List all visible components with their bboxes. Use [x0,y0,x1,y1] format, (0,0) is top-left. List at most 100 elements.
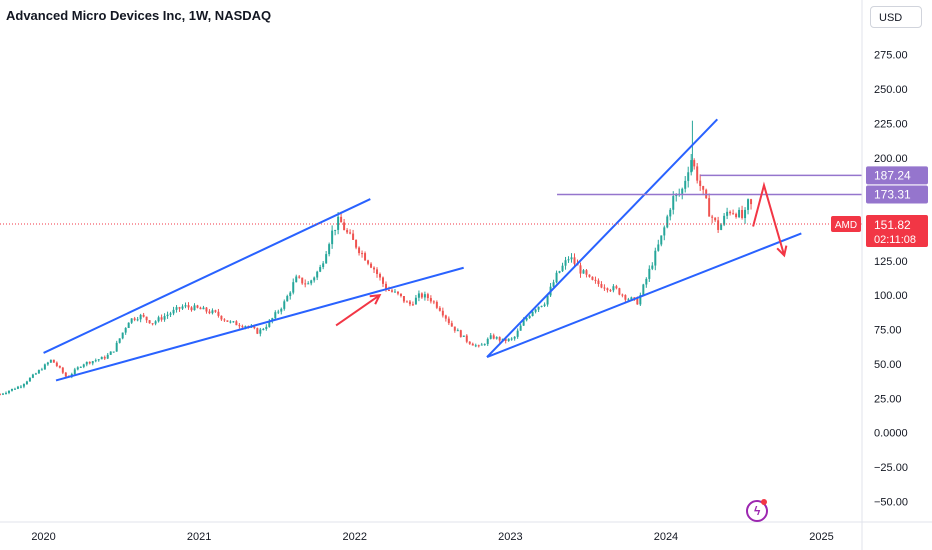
candle-body [88,361,91,364]
candle-body [540,305,543,307]
candle-body [609,290,612,292]
candle-body [729,211,732,214]
candle-body [417,293,420,298]
candle-body [456,330,459,332]
candle-body [178,307,181,309]
time-tick-label: 2024 [654,531,678,543]
candle-body [564,260,567,266]
price-tick-label: 0.0000 [874,428,908,440]
candle-body [364,253,367,261]
candle-body [370,263,373,268]
candle-body [337,216,340,230]
candle-body [441,310,444,316]
candle-body [606,288,609,291]
candle-body [259,329,262,334]
candle-body [495,337,498,339]
candle-body [663,227,666,236]
candle-body [157,317,160,322]
candle-body [531,311,534,316]
price-tick-label: 125.00 [874,256,908,268]
candle-body [217,311,220,316]
level-price-label: 173.31 [874,187,911,201]
candle-body [166,314,169,317]
candle-body [382,277,385,284]
candle-body [513,336,516,339]
candle-body [486,338,489,345]
candle-body [349,232,352,234]
candle-body [522,320,525,326]
candle-body [477,345,480,347]
channel-1-upper [43,198,371,354]
level-price-tag [866,185,928,204]
candle-body [543,304,546,306]
candle-body [367,260,370,264]
candle-body [292,282,295,293]
symbol-label: AMD [835,220,857,231]
candle-body [55,362,58,366]
candle-body [660,235,663,245]
candle-body [154,321,157,324]
candle-body [91,361,94,364]
candle-body [265,326,268,329]
candle-body [573,257,576,264]
candle-body [0,394,1,396]
candle-body [489,335,492,339]
candle-body [49,359,52,363]
candle-body [408,301,411,305]
candle-body [169,313,172,315]
candle-body [118,338,121,343]
candle-body [241,326,244,328]
candle-body [588,274,591,277]
candle-body [226,320,229,322]
candle-body [498,337,501,341]
candle-body [229,321,232,323]
tv-logo-icon: ϟ [746,499,768,522]
candle-body [163,316,166,320]
candle-body [654,250,657,266]
candle-body [519,325,522,331]
currency-button[interactable]: USD [870,6,922,28]
candle-body [331,230,334,245]
candle-body [693,160,696,167]
candle-body [687,172,690,181]
candle-body [181,306,184,309]
price-tick-label: 75.00 [874,325,902,337]
time-tick-label: 2021 [187,531,211,543]
candle-body [474,345,477,347]
candle-body [567,259,570,261]
candle-body [405,301,408,303]
candle-body [208,311,211,314]
candle-body [702,186,705,190]
candle-body [202,307,205,310]
candle-body [148,320,151,324]
symbol-tag [831,216,861,233]
candle-body [316,271,319,278]
candle-body [447,318,450,324]
level-price-label: 187.24 [874,168,911,182]
price-tick-label: 50.00 [874,359,902,371]
candle-body [384,283,387,291]
candle-body [708,198,711,217]
candle-body [256,328,259,334]
candle-body [52,359,55,363]
candle-body [696,166,699,181]
channel-2-lower [486,232,802,359]
candle-body [34,373,37,375]
candle-body [618,288,621,295]
candle-body [492,335,495,339]
candle-body [507,338,510,341]
candle-body [352,233,355,240]
candle-body [471,343,474,346]
candle-body [136,319,139,321]
candle-body [127,322,130,329]
candle-body [223,319,226,321]
candle-body [145,316,148,321]
candle-body [172,309,175,314]
candle-body [525,318,528,321]
candle-body [747,199,750,210]
candle-body [402,296,405,302]
candle-body [387,290,390,292]
candle-body [510,338,513,340]
